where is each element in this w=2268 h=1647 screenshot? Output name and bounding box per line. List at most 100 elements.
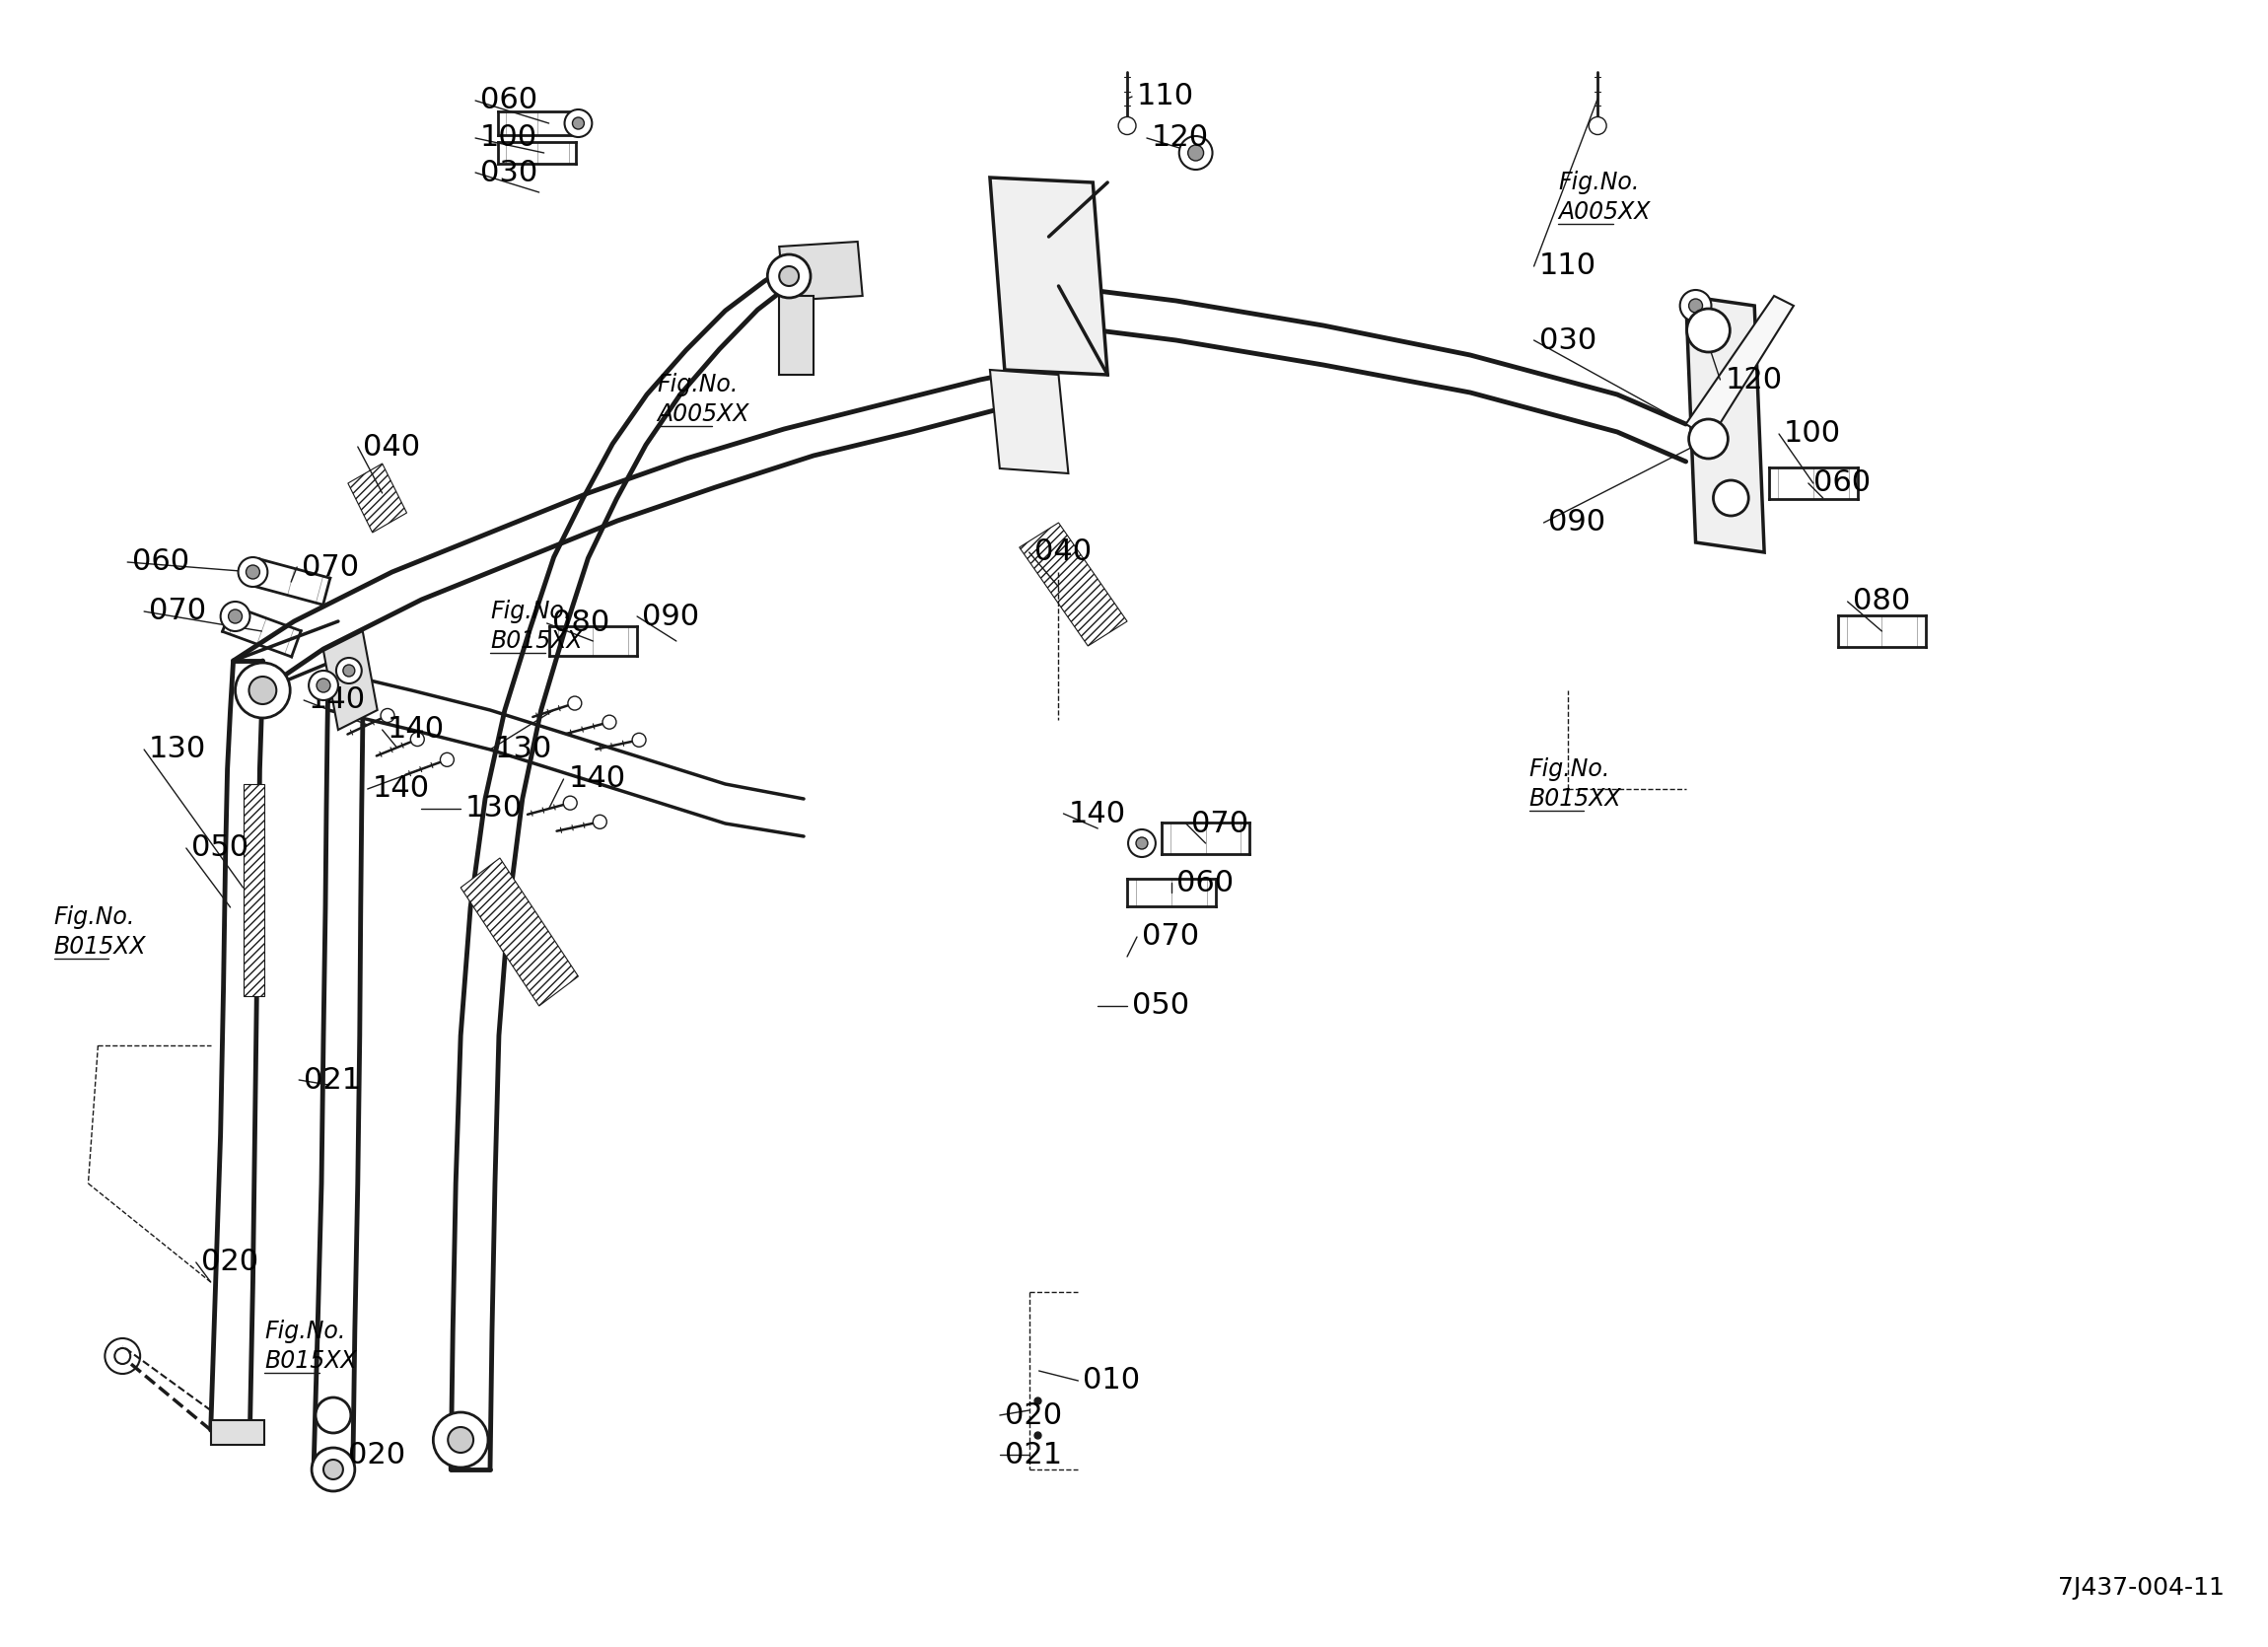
Circle shape [116, 1349, 129, 1364]
Text: 060: 060 [1177, 868, 1234, 898]
Text: 020: 020 [347, 1441, 406, 1469]
Circle shape [245, 565, 261, 578]
Text: 070: 070 [302, 553, 358, 581]
Text: B015XX: B015XX [265, 1349, 356, 1374]
Text: 030: 030 [481, 158, 538, 186]
Circle shape [780, 267, 798, 287]
Circle shape [447, 1426, 474, 1453]
Circle shape [311, 1448, 354, 1491]
Circle shape [381, 708, 395, 723]
Text: 100: 100 [1785, 420, 1842, 448]
Text: 080: 080 [551, 609, 610, 637]
Circle shape [1127, 830, 1157, 856]
Text: 050: 050 [1132, 991, 1188, 1019]
Text: Fig.No.: Fig.No. [658, 372, 737, 397]
Circle shape [1687, 308, 1730, 352]
Polygon shape [211, 1420, 265, 1444]
Text: 060: 060 [132, 548, 191, 576]
Circle shape [318, 679, 331, 692]
Circle shape [1690, 418, 1728, 458]
Circle shape [324, 1459, 342, 1479]
Polygon shape [989, 178, 1107, 376]
Text: 7J437-004-11: 7J437-004-11 [2059, 1576, 2225, 1599]
Circle shape [633, 733, 646, 746]
Circle shape [1712, 481, 1749, 516]
Polygon shape [324, 631, 376, 730]
Circle shape [572, 117, 585, 128]
Text: Fig.No.: Fig.No. [1529, 758, 1610, 781]
Circle shape [1590, 117, 1606, 135]
Polygon shape [1685, 296, 1765, 552]
Polygon shape [1018, 522, 1127, 646]
Circle shape [249, 677, 277, 705]
Text: 100: 100 [481, 124, 538, 153]
Text: 140: 140 [569, 764, 626, 794]
Circle shape [440, 753, 454, 766]
Text: B015XX: B015XX [490, 629, 583, 652]
Text: 110: 110 [1136, 82, 1195, 110]
Text: 130: 130 [494, 735, 553, 764]
Text: 090: 090 [1549, 509, 1606, 537]
Circle shape [1188, 145, 1204, 161]
Circle shape [433, 1411, 488, 1467]
Text: 090: 090 [642, 603, 699, 631]
Circle shape [236, 662, 290, 718]
Text: 020: 020 [202, 1248, 259, 1276]
Circle shape [603, 715, 617, 730]
Circle shape [1681, 290, 1712, 321]
Text: A005XX: A005XX [1558, 201, 1651, 224]
Text: 060: 060 [1812, 469, 1871, 497]
Text: 120: 120 [1726, 366, 1783, 394]
Circle shape [567, 697, 581, 710]
Circle shape [767, 254, 810, 298]
Text: 040: 040 [363, 433, 420, 461]
Polygon shape [780, 296, 814, 376]
Polygon shape [780, 242, 862, 301]
Circle shape [238, 557, 268, 586]
Circle shape [562, 796, 576, 810]
Text: 080: 080 [1853, 588, 1910, 616]
Circle shape [336, 657, 361, 684]
Text: 140: 140 [308, 685, 365, 715]
Text: 060: 060 [481, 86, 538, 115]
Polygon shape [460, 858, 578, 1006]
Circle shape [229, 609, 243, 623]
Circle shape [592, 815, 608, 828]
Circle shape [342, 665, 354, 677]
Text: Fig.No.: Fig.No. [1558, 171, 1640, 194]
Text: 070: 070 [1141, 922, 1200, 952]
Text: 140: 140 [388, 715, 445, 744]
Text: 110: 110 [1538, 252, 1597, 280]
Circle shape [1690, 298, 1703, 313]
Polygon shape [1685, 296, 1794, 438]
Circle shape [1118, 117, 1136, 135]
Text: 130: 130 [465, 794, 524, 824]
Text: 070: 070 [150, 598, 206, 626]
Text: B015XX: B015XX [54, 935, 145, 959]
Text: 020: 020 [1005, 1402, 1061, 1430]
Text: A005XX: A005XX [658, 402, 748, 427]
Circle shape [220, 601, 249, 631]
Text: 140: 140 [1068, 799, 1125, 828]
Text: 070: 070 [1191, 809, 1247, 838]
Text: 021: 021 [1005, 1441, 1061, 1469]
Polygon shape [989, 371, 1068, 473]
Text: 010: 010 [1084, 1367, 1141, 1395]
Polygon shape [347, 463, 406, 532]
Circle shape [1136, 837, 1148, 850]
Text: Fig.No.: Fig.No. [54, 906, 136, 929]
Text: 140: 140 [372, 774, 429, 804]
Circle shape [1179, 137, 1213, 170]
Text: 130: 130 [150, 735, 206, 764]
Circle shape [315, 1398, 352, 1433]
Circle shape [308, 670, 338, 700]
Circle shape [565, 109, 592, 137]
Text: 050: 050 [191, 833, 249, 863]
Text: 040: 040 [1034, 539, 1091, 567]
Text: 030: 030 [1538, 326, 1597, 354]
Text: 120: 120 [1152, 124, 1209, 153]
Text: 021: 021 [304, 1066, 361, 1094]
Text: Fig.No.: Fig.No. [490, 600, 572, 623]
Text: Fig.No.: Fig.No. [265, 1319, 345, 1344]
Polygon shape [243, 784, 265, 996]
